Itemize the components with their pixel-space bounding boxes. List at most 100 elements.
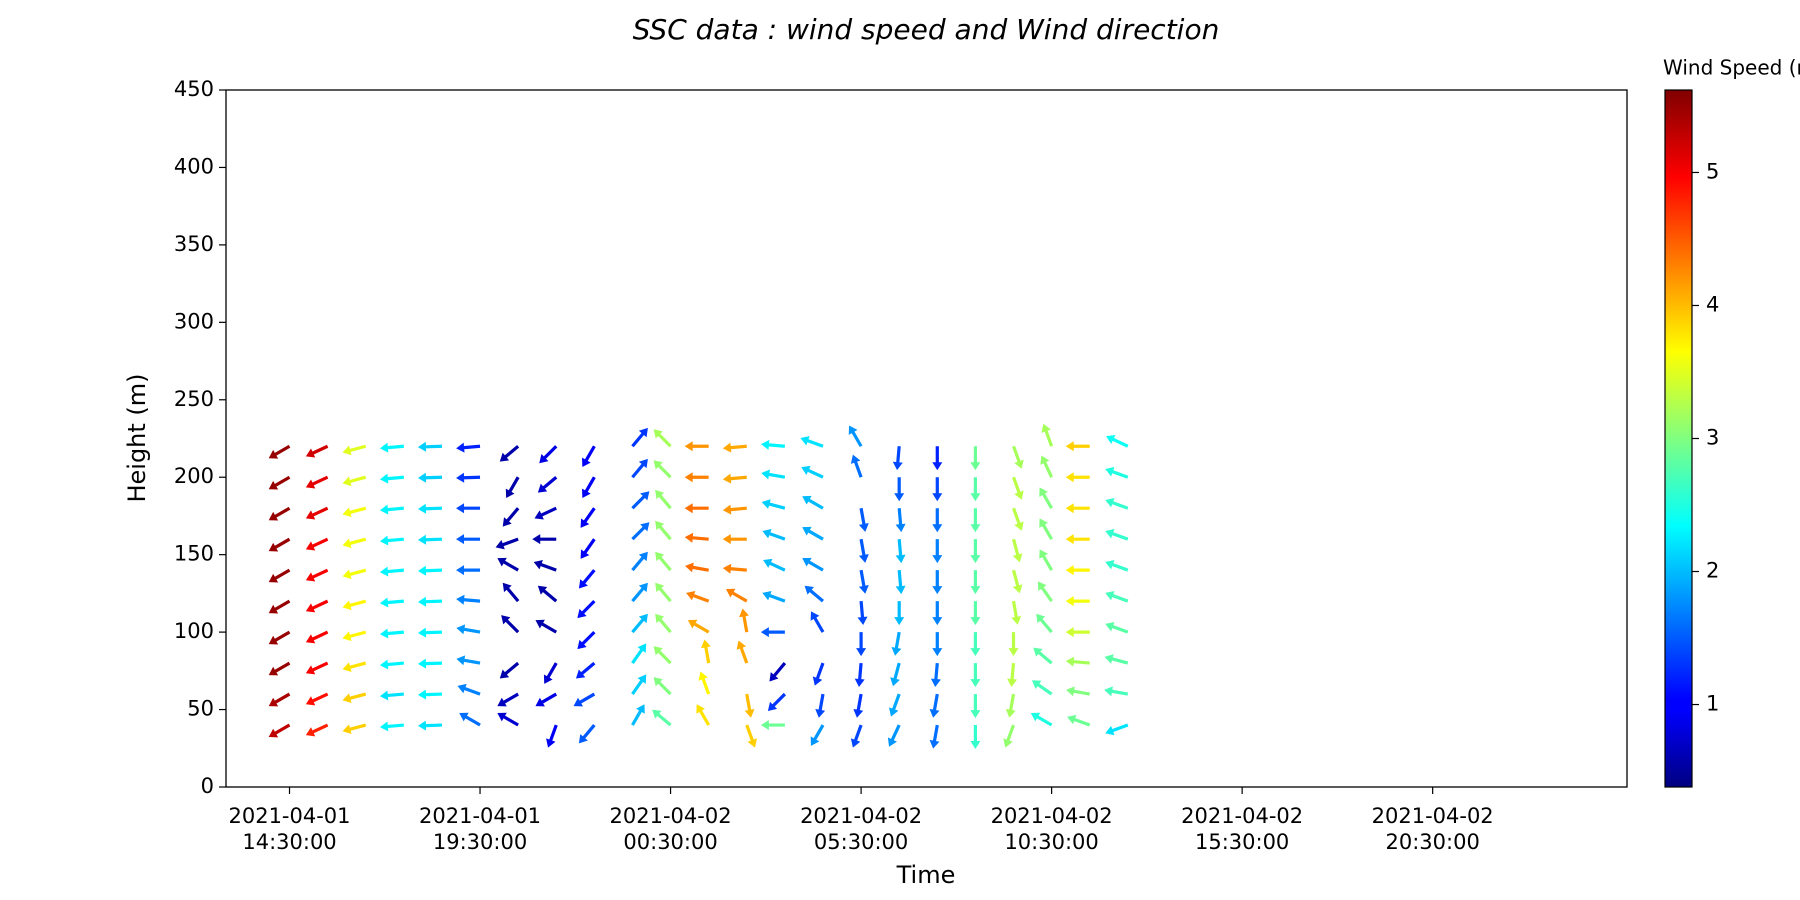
- wind-arrow: [459, 712, 481, 727]
- wind-arrow: [268, 475, 291, 490]
- wind-arrow: [305, 444, 329, 458]
- wind-arrow: [970, 539, 981, 564]
- wind-arrow: [417, 689, 442, 700]
- y-tick-label: 350: [174, 232, 214, 256]
- wind-arrow: [804, 585, 825, 603]
- wind-arrow: [762, 529, 786, 541]
- wind-arrow: [497, 712, 519, 727]
- wind-arrow: [342, 444, 367, 456]
- wind-arrow: [417, 534, 442, 545]
- colorbar-tick-label: 4: [1706, 292, 1719, 316]
- wind-arrow: [379, 535, 404, 546]
- wind-arrow: [537, 475, 558, 493]
- wind-arrow: [1105, 467, 1129, 479]
- wind-arrow: [532, 534, 557, 545]
- wind-arrow: [1011, 600, 1022, 625]
- wind-arrow: [887, 724, 901, 747]
- wind-arrow: [499, 661, 520, 679]
- wind-arrow: [1033, 647, 1053, 665]
- wind-arrow: [932, 477, 943, 502]
- y-tick-label: 250: [174, 387, 214, 411]
- wind-arrow: [760, 720, 785, 731]
- wind-arrow: [268, 692, 291, 707]
- wind-arrow: [684, 532, 709, 543]
- wind-arrow: [578, 724, 596, 744]
- wind-arrow: [379, 628, 404, 639]
- wind-arrow: [456, 624, 481, 635]
- wind-arrow: [342, 475, 367, 487]
- colorbar-tick-label: 2: [1706, 559, 1719, 583]
- wind-arrow: [379, 504, 404, 515]
- wind-arrow: [1065, 534, 1090, 545]
- wind-arrow: [631, 674, 647, 695]
- wind-arrow: [342, 723, 367, 735]
- wind-arrow: [685, 562, 709, 573]
- wind-arrow: [1012, 445, 1024, 469]
- wind-arrow: [1105, 621, 1129, 634]
- wind-arrow: [417, 503, 442, 514]
- wind-arrow: [684, 441, 709, 452]
- wind-arrow: [858, 538, 869, 563]
- wind-arrow: [457, 683, 481, 696]
- wind-arrow: [655, 551, 672, 572]
- wind-arrow: [497, 692, 519, 707]
- wind-arrow: [1011, 569, 1023, 594]
- wind-arrow: [546, 724, 558, 748]
- wind-arrow: [653, 677, 672, 696]
- wind-arrow: [456, 594, 481, 605]
- colorbar-tick-label: 1: [1706, 692, 1719, 716]
- wind-arrow: [417, 627, 442, 638]
- wind-arrow: [1104, 686, 1129, 697]
- wind-arrow: [763, 558, 786, 572]
- wind-arrow: [417, 720, 442, 731]
- wind-arrow: [932, 601, 943, 626]
- wind-arrow: [268, 444, 291, 459]
- x-tick-label: 2021-04-02 00:30:00: [610, 804, 732, 854]
- wind-arrow: [802, 495, 824, 510]
- wind-arrow: [725, 588, 748, 603]
- wind-arrow: [1065, 503, 1090, 514]
- y-tick-label: 400: [174, 154, 214, 178]
- wind-arrow: [655, 582, 672, 603]
- wind-arrow: [631, 522, 650, 541]
- wind-arrow: [1065, 565, 1090, 576]
- wind-arrow: [501, 615, 520, 634]
- wind-arrow: [722, 442, 747, 453]
- wind-arrow: [895, 508, 906, 533]
- wind-arrow: [539, 445, 558, 464]
- wind-arrow: [1037, 581, 1053, 603]
- chart-title: SSC data : wind speed and Wind direction: [633, 13, 1220, 46]
- wind-arrow: [655, 613, 672, 634]
- wind-arrow: [970, 508, 981, 533]
- wind-arrow: [379, 690, 404, 701]
- wind-arrow: [970, 725, 981, 750]
- wind-arrow: [700, 639, 711, 664]
- wind-arrow: [929, 724, 940, 749]
- wind-arrow: [1065, 627, 1090, 638]
- wind-arrow: [812, 662, 825, 686]
- wind-arrow: [497, 557, 519, 572]
- wind-arrow: [533, 559, 557, 572]
- wind-arrow: [686, 590, 710, 603]
- wind-arrow: [417, 596, 442, 607]
- wind-arrow: [456, 442, 481, 453]
- wind-arrow: [456, 503, 481, 514]
- wind-arrow: [653, 646, 672, 665]
- wind-arrow: [1065, 656, 1090, 667]
- wind-arrow: [1012, 476, 1024, 500]
- wind-arrow: [305, 630, 329, 644]
- wind-arrow: [1007, 662, 1018, 687]
- wind-arrow: [1105, 723, 1129, 736]
- wind-arrow: [379, 659, 404, 670]
- wind-arrow: [379, 721, 404, 732]
- wind-arrow: [1005, 693, 1016, 718]
- wind-arrow: [802, 526, 824, 541]
- wind-arrow: [856, 632, 867, 657]
- wind-arrow: [932, 632, 943, 657]
- wind-arrow: [895, 570, 906, 595]
- wind-arrow: [894, 601, 905, 626]
- y-tick-label: 300: [174, 309, 214, 333]
- wind-arrow: [379, 597, 404, 608]
